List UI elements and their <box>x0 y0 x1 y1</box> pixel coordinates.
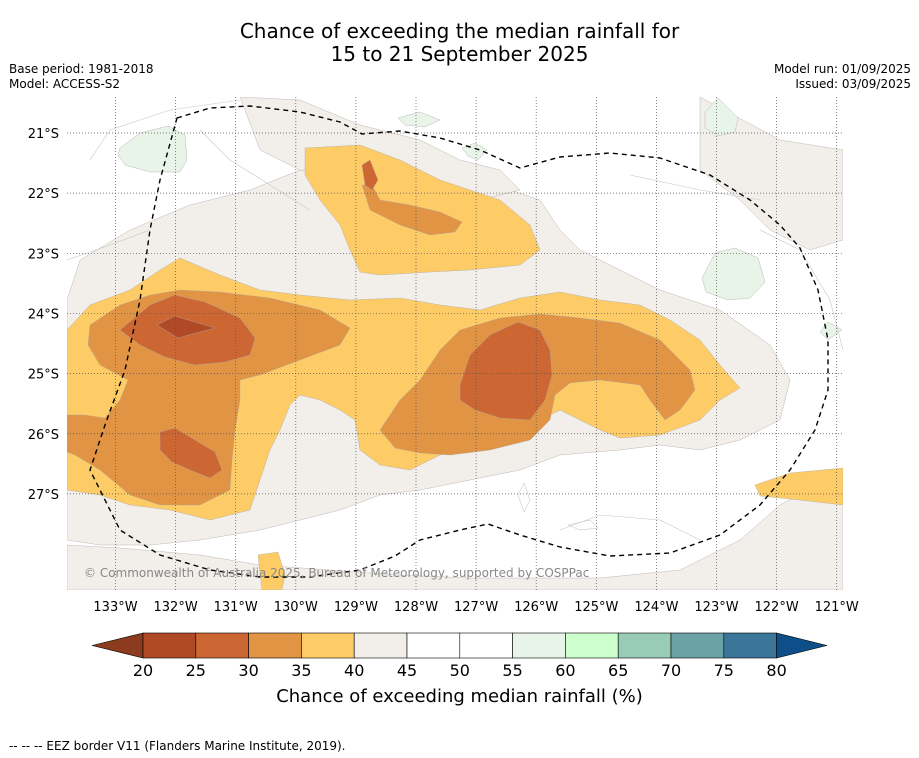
probability-contour-55-60-20 <box>461 142 488 161</box>
colorbar-bin <box>406 632 461 659</box>
background-contour-5 <box>629 174 761 201</box>
y-tick-label: 26°S <box>28 428 59 443</box>
x-tick-label: 121°W <box>815 600 859 615</box>
colorbar-bin <box>301 632 355 659</box>
eez-dashed-line <box>89 105 829 578</box>
probability-contour-55-60-16 <box>117 125 188 173</box>
x-tick-label: 122°W <box>755 600 799 615</box>
probability-contour-25-30-14 <box>361 159 379 191</box>
probability-contour-35-40-6 <box>754 467 843 506</box>
y-tick-label: 22°S <box>28 187 59 202</box>
x-tick-label: 123°W <box>694 600 738 615</box>
model-run-text: Model run: 01/09/2025 <box>773 62 911 76</box>
colorbar-label: Chance of exceeding median rainfall (%) <box>276 686 643 707</box>
colorbar-tick-label: 45 <box>397 661 417 680</box>
colorbar-bin <box>195 632 249 659</box>
y-tick-label: 27°S <box>28 488 59 503</box>
colorbar-under-arrow <box>91 632 144 659</box>
probability-contour-35-40-7 <box>257 551 286 590</box>
background-contour-2 <box>199 129 311 211</box>
background-contour-3 <box>559 514 701 541</box>
colorbar-tick-label: 35 <box>291 661 311 680</box>
x-tick-label: 127°W <box>454 600 498 615</box>
y-tick-label: 24°S <box>28 307 59 322</box>
chart-title-line1: Chance of exceeding the median rainfall … <box>239 19 680 43</box>
copyright-annotation: © Commonwealth of Australia 2025, Bureau… <box>84 566 589 580</box>
plot-area <box>67 97 843 590</box>
colorbar-tick-label: 55 <box>502 661 522 680</box>
colorbar-bin <box>248 632 302 659</box>
x-tick-label: 131°W <box>214 600 258 615</box>
colorbar-tick-label: 60 <box>555 661 575 680</box>
colorbar-tick-label: 30 <box>238 661 258 680</box>
colorbar-bin <box>459 632 513 659</box>
x-tick-label: 124°W <box>634 600 678 615</box>
x-tick-label: 128°W <box>394 600 438 615</box>
probability-contour-30-35-10 <box>361 184 463 236</box>
colorbar-tick-label: 50 <box>450 661 470 680</box>
probability-contour-40-45-2 <box>67 469 843 590</box>
y-tick-label: 25°S <box>28 368 59 383</box>
colorbar-over-arrow <box>776 632 828 659</box>
y-axis-ticks: 21°S 22°S 23°S 24°S 25°S 26°S 27°S <box>28 127 59 503</box>
base-period-text: Base period: 1981-2018 <box>9 62 154 76</box>
colorbar-bin <box>565 632 619 659</box>
eez-border <box>89 105 829 578</box>
issued-text: Issued: 03/09/2025 <box>795 77 911 91</box>
probability-contour-55-60-17 <box>704 97 739 137</box>
colorbar-tick-label: 20 <box>133 661 153 680</box>
colorbar-tick-label: 80 <box>766 661 786 680</box>
colorbar-bin <box>353 632 408 659</box>
colorbar-bin <box>723 632 777 659</box>
meta-right: Model run: 01/09/2025 Issued: 03/09/2025 <box>774 62 911 92</box>
eez-footnote: -- -- -- EEZ border V11 (Flanders Marine… <box>9 739 346 753</box>
background-contour-0 <box>89 99 241 161</box>
colorbar-tick-label: 75 <box>714 661 734 680</box>
meta-left: Base period: 1981-2018 Model: ACCESS-S2 <box>9 62 154 92</box>
probability-contour-30-35-8 <box>67 289 351 506</box>
probability-fields <box>67 97 843 590</box>
probability-contour-45-50-22 <box>517 482 531 513</box>
probability-contour-20-25-15 <box>156 315 216 339</box>
probability-contour-25-30-13 <box>459 321 553 421</box>
x-tick-label: 125°W <box>574 600 618 615</box>
colorbar-tick-label: 65 <box>608 661 628 680</box>
x-tick-label: 129°W <box>334 600 378 615</box>
y-tick-label: 21°S <box>28 127 59 142</box>
probability-contour-40-45-3 <box>699 97 843 251</box>
colorbar-bin <box>512 632 566 659</box>
colorbar-bin <box>142 632 197 659</box>
colorbar-bin <box>617 632 672 659</box>
x-tick-label: 133°W <box>93 600 137 615</box>
probability-contour-55-60-18 <box>701 247 766 301</box>
y-tick-label: 23°S <box>28 247 59 262</box>
x-tick-label: 130°W <box>274 600 318 615</box>
x-tick-label: 126°W <box>514 600 558 615</box>
colorbar-tick-label: 40 <box>344 661 364 680</box>
x-axis-ticks: 133°W 132°W 131°W 130°W 129°W 128°W 127°W 126°W… <box>93 600 859 615</box>
probability-contour-40-45-1 <box>239 97 521 201</box>
chart-title-line2: 15 to 21 September 2025 <box>330 42 589 66</box>
gridlines <box>67 97 843 590</box>
model-text: Model: ACCESS-S2 <box>9 77 121 91</box>
background-contour-1 <box>67 229 151 261</box>
x-tick-label: 132°W <box>154 600 198 615</box>
colorbar-tick-label: 70 <box>661 661 681 680</box>
colorbar: 20 25 30 35 40 45 50 55 60 65 70 75 80 <box>91 632 828 680</box>
colorbar-tick-label: 25 <box>186 661 206 680</box>
colorbar-bin <box>670 632 725 659</box>
